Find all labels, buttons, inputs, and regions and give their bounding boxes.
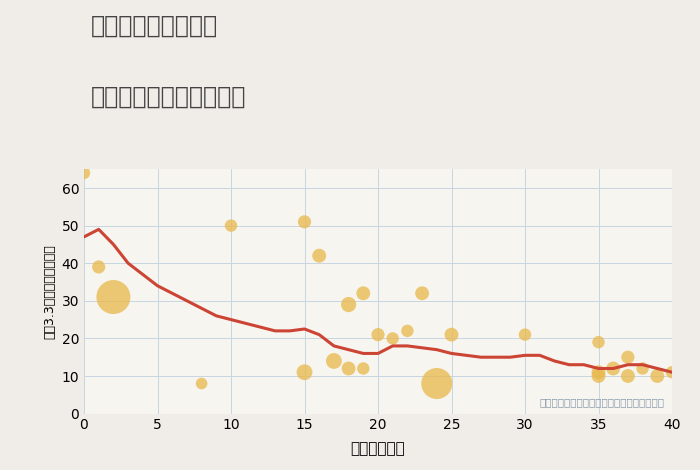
Point xyxy=(637,365,648,372)
X-axis label: 築年数（年）: 築年数（年） xyxy=(351,441,405,456)
Point xyxy=(402,327,413,335)
Point xyxy=(372,331,384,338)
Point xyxy=(358,290,369,297)
Point xyxy=(622,372,634,380)
Point xyxy=(78,169,90,177)
Point xyxy=(593,338,604,346)
Point xyxy=(431,380,442,387)
Point xyxy=(652,372,663,380)
Point xyxy=(299,368,310,376)
Point xyxy=(593,372,604,380)
Point xyxy=(225,222,237,229)
Point xyxy=(608,365,619,372)
Text: 円の大きさは、取引のあった物件面積を示す: 円の大きさは、取引のあった物件面積を示す xyxy=(540,397,665,407)
Point xyxy=(622,353,634,361)
Point xyxy=(343,301,354,308)
Point xyxy=(666,368,678,376)
Point xyxy=(387,335,398,342)
Point xyxy=(358,365,369,372)
Point xyxy=(446,331,457,338)
Point xyxy=(416,290,428,297)
Point xyxy=(108,293,119,301)
Point xyxy=(519,331,531,338)
Y-axis label: 坪（3.3㎡）単価（万円）: 坪（3.3㎡）単価（万円） xyxy=(43,244,56,339)
Point xyxy=(93,263,104,271)
Point xyxy=(343,365,354,372)
Point xyxy=(593,368,604,376)
Text: 築年数別中古戸建て価格: 築年数別中古戸建て価格 xyxy=(91,85,246,109)
Point xyxy=(196,380,207,387)
Point xyxy=(314,252,325,259)
Point xyxy=(299,218,310,226)
Point xyxy=(328,357,339,365)
Text: 福岡県八女市緒玉の: 福岡県八女市緒玉の xyxy=(91,14,218,38)
